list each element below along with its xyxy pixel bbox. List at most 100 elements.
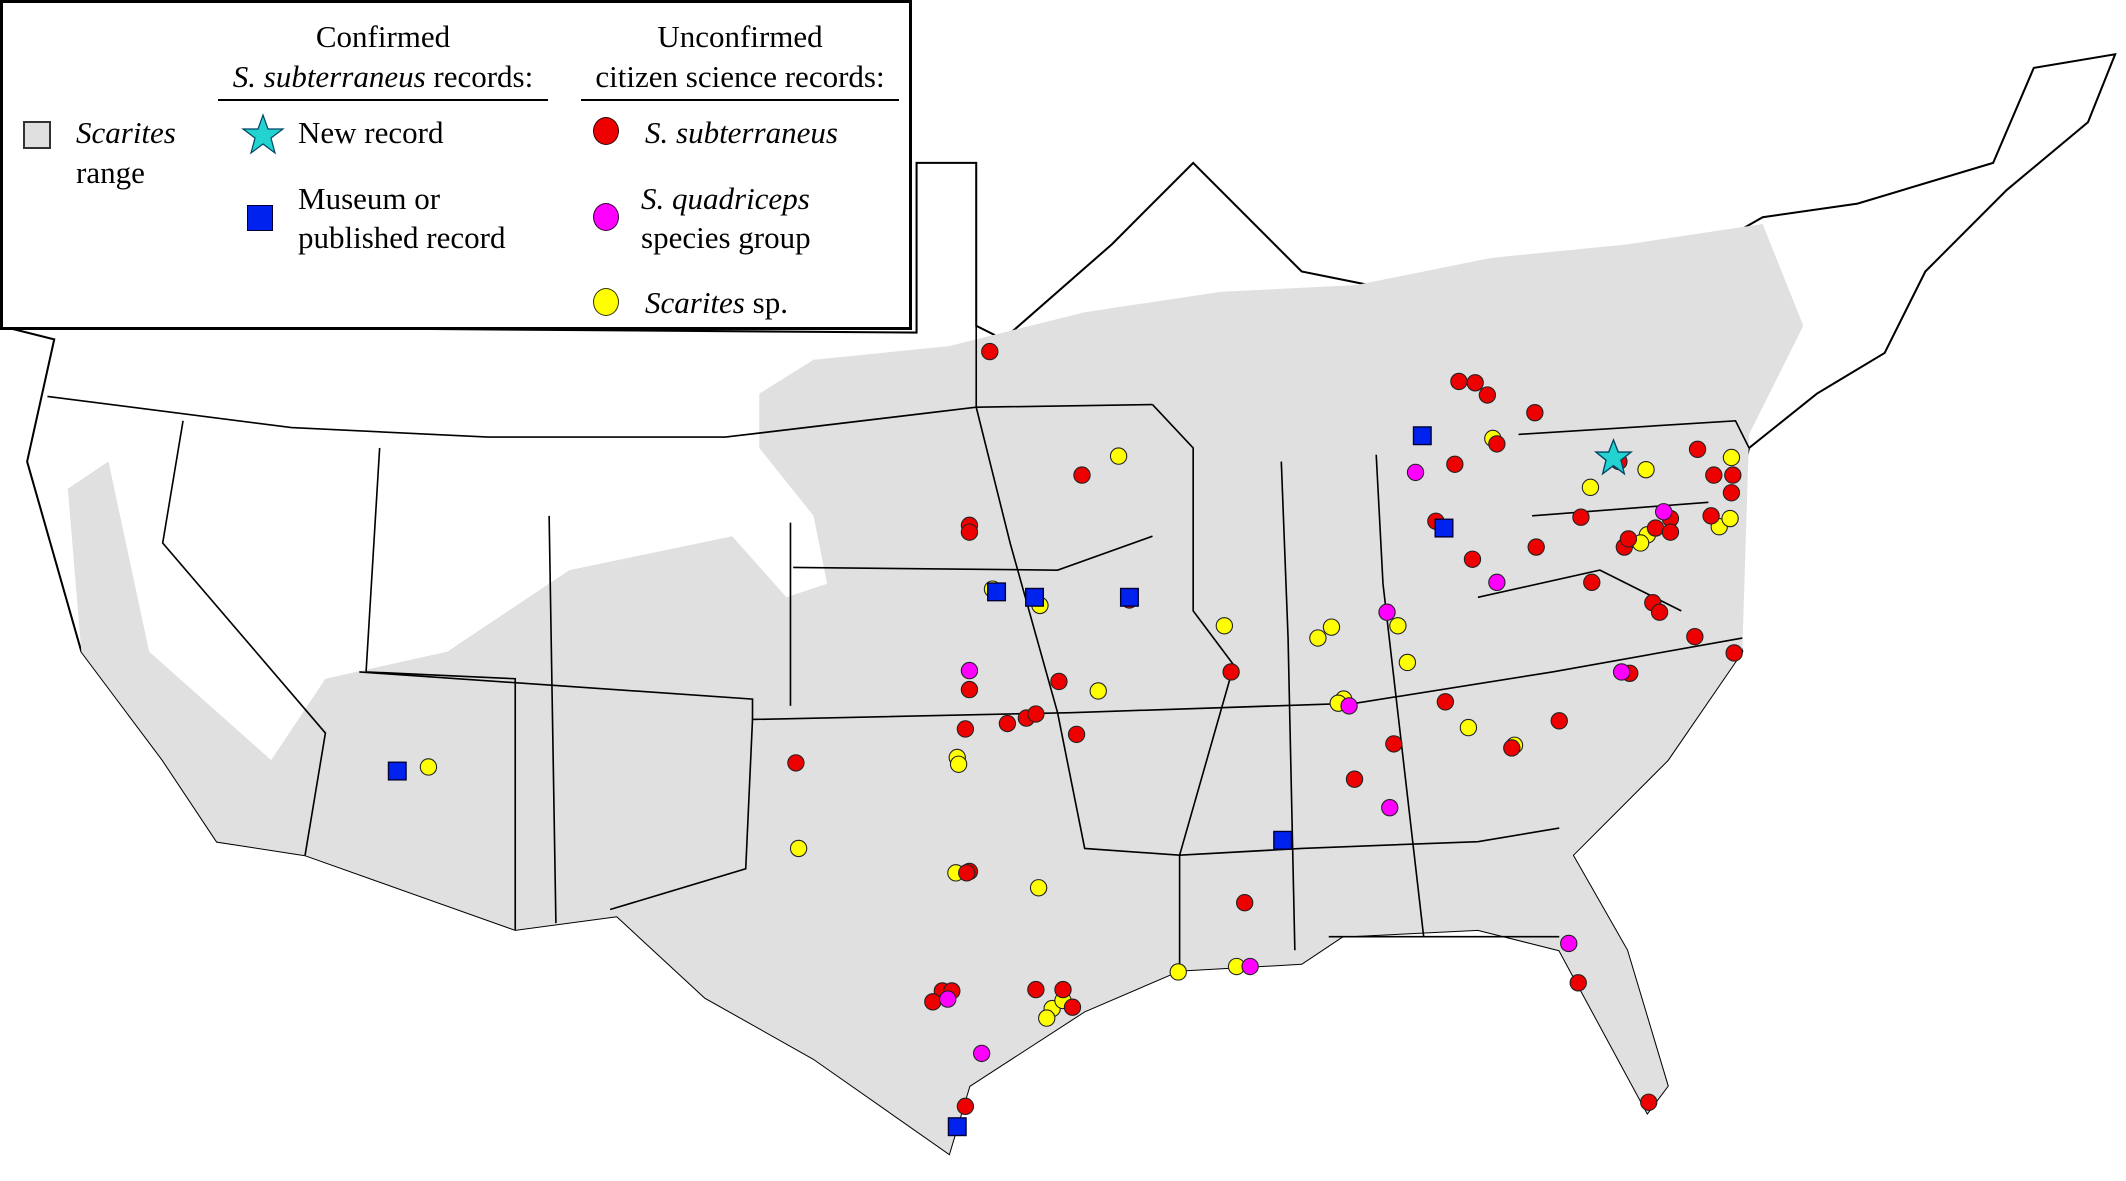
s-subterraneus-record-marker <box>1569 974 1587 992</box>
scarites-sp-italic: Scarites <box>645 285 745 320</box>
s-quadriceps-record-marker <box>1241 957 1259 976</box>
s-quadriceps-record-marker <box>1560 934 1578 953</box>
s-quadriceps-record-marker <box>1488 573 1506 592</box>
s-subterraneus-record-marker <box>1050 672 1068 691</box>
red-circle-icon <box>593 117 619 145</box>
s-quadriceps-record-marker <box>1340 697 1358 715</box>
scarites-sp-record-marker <box>789 839 808 858</box>
scarites-sp-record-marker <box>1215 617 1234 635</box>
scarites-sp-record-marker <box>949 755 968 773</box>
scarites-sp-record-marker <box>1721 509 1739 528</box>
s-subterraneus-record-marker <box>1436 693 1455 711</box>
s-subterraneus-record-marker <box>1027 705 1045 723</box>
scarites-sp-label: Scarites sp. <box>645 283 788 323</box>
museum-record-marker <box>1025 587 1045 607</box>
s-subterraneus-record-marker <box>1702 507 1720 525</box>
s-quadriceps-label-line2: species group <box>641 220 811 255</box>
s-subterraneus-record-marker <box>1450 372 1468 391</box>
s-subterraneus-record-marker <box>960 523 979 541</box>
s-subterraneus-record-marker <box>956 720 975 738</box>
s-subterraneus-record-marker <box>1640 1093 1658 1111</box>
s-subterraneus-record-marker <box>998 714 1017 733</box>
museum-record-marker <box>987 582 1007 602</box>
star-icon <box>241 113 285 155</box>
unconfirmed-header-line1: Unconfirmed <box>657 19 823 54</box>
scarites-sp-record-marker <box>419 758 438 776</box>
scarites-sp-record-marker <box>1029 879 1048 897</box>
scarites-sp-record-marker <box>1389 617 1407 635</box>
unconfirmed-header-line2: citizen science records: <box>581 57 899 101</box>
record-markers <box>387 342 1743 1137</box>
scarites-sp-record-marker <box>1089 682 1107 700</box>
s-subterraneus-record-marker <box>960 680 979 699</box>
s-quadriceps-record-marker <box>939 990 957 1008</box>
s-subterraneus-record-marker <box>1527 538 1545 556</box>
s-subterraneus-label: S. subterraneus <box>645 115 838 150</box>
s-subterraneus-record-marker <box>1646 519 1665 537</box>
s-subterraneus-record-marker <box>1550 712 1568 730</box>
s-subterraneus-record-marker <box>1725 644 1743 662</box>
museum-record-marker <box>1119 587 1139 607</box>
s-subterraneus-record-marker <box>1466 374 1484 392</box>
range-swatch-icon <box>23 121 51 149</box>
s-quadriceps-record-marker <box>1654 503 1673 521</box>
legend: Scarites range Confirmed S. subterraneus… <box>0 0 912 330</box>
s-subterraneus-record-marker <box>1063 998 1082 1016</box>
s-subterraneus-record-marker <box>1503 739 1521 757</box>
s-subterraneus-record-marker <box>1385 735 1403 753</box>
s-subterraneus-record-marker <box>1463 550 1482 568</box>
scarites-sp-record-marker <box>1398 653 1417 672</box>
s-subterraneus-record-marker <box>1236 894 1254 912</box>
yellow-circle-icon <box>593 288 619 316</box>
s-subterraneus-record-marker <box>1478 386 1497 404</box>
scarites-sp-record-marker <box>1038 1009 1056 1027</box>
s-quadriceps-label: S. quadriceps <box>641 181 810 216</box>
s-subterraneus-record-marker <box>1488 435 1506 453</box>
museum-record-marker <box>947 1117 967 1137</box>
confirmed-header: Confirmed S. subterraneus records: <box>218 17 548 101</box>
museum-record-marker <box>387 761 407 781</box>
museum-record-marker <box>1273 830 1293 850</box>
unconfirmed-header: Unconfirmed citizen science records: <box>581 17 899 101</box>
s-subterraneus-record-marker <box>1686 627 1704 646</box>
confirmed-header-line1: Confirmed <box>315 19 451 54</box>
scarites-sp-record-marker <box>1581 478 1600 497</box>
new-record-label: New record <box>298 115 444 150</box>
scarites-sp-record-marker <box>1109 447 1128 465</box>
confirmed-header-rest: records: <box>425 59 534 94</box>
scarites-sp-record-marker <box>1637 460 1655 479</box>
s-subterraneus-record-marker <box>1572 508 1590 526</box>
confirmed-header-line2: S. subterraneus records: <box>218 57 548 101</box>
s-quadriceps-record-marker <box>1381 799 1399 817</box>
s-subterraneus-record-marker <box>1619 530 1638 548</box>
museum-record-marker <box>1434 518 1454 538</box>
s-subterraneus-record-marker <box>1054 980 1072 999</box>
s-subterraneus-record-marker <box>1705 466 1723 484</box>
square-icon <box>247 205 273 231</box>
s-subterraneus-record-marker <box>1722 484 1741 502</box>
scarites-sp-rest: sp. <box>744 285 788 320</box>
s-quadriceps-record-marker <box>960 661 979 680</box>
s-subterraneus-record-marker <box>1446 455 1464 473</box>
range-label: range <box>76 155 145 190</box>
s-quadriceps-record-marker <box>1406 463 1425 482</box>
s-subterraneus-record-marker <box>1688 440 1707 459</box>
scarites-sp-record-marker <box>1309 629 1327 647</box>
s-subterraneus-record-marker <box>924 993 942 1011</box>
s-subterraneus-record-marker <box>1222 663 1240 681</box>
s-subterraneus-record-marker <box>956 1097 975 1116</box>
s-subterraneus-record-marker <box>1027 980 1045 999</box>
s-subterraneus-record-marker <box>958 864 976 882</box>
museum-record-marker <box>1412 426 1432 446</box>
s-subterraneus-record-marker <box>1073 466 1091 484</box>
s-subterraneus-record-marker <box>1583 573 1601 592</box>
new-record-marker <box>1593 437 1634 476</box>
range-label-italic: Scarites <box>76 115 176 150</box>
s-quadriceps-record-marker <box>1612 663 1631 681</box>
scarites-sp-record-marker <box>1322 618 1341 636</box>
scarites-range <box>67 223 1804 1154</box>
scarites-sp-record-marker <box>1722 448 1741 467</box>
scarites-sp-record-marker <box>1169 963 1187 981</box>
s-quadriceps-record-marker <box>972 1044 991 1063</box>
